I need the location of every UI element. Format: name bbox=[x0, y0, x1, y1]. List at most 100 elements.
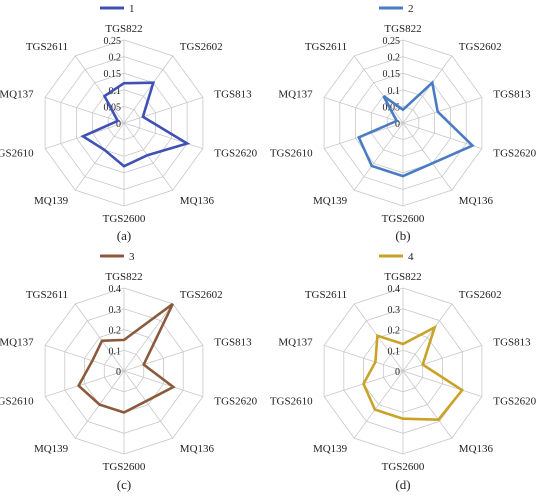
legend-label: 2 bbox=[408, 3, 414, 15]
axis-label-tgs2611: TGS2611 bbox=[26, 41, 68, 53]
r-tick-label: 0.25 bbox=[383, 36, 401, 47]
r-tick-label: 0 bbox=[116, 367, 121, 378]
axis-spoke bbox=[123, 97, 204, 124]
axis-label-tgs2611: TGS2611 bbox=[26, 289, 68, 301]
panel-label: (c) bbox=[117, 477, 131, 492]
r-tick-label: 0.4 bbox=[109, 284, 122, 295]
axis-label-mq139: MQ139 bbox=[313, 195, 348, 207]
axis-spoke bbox=[123, 370, 174, 439]
r-tick-label: 0.3 bbox=[388, 305, 401, 316]
panel-label: (a) bbox=[117, 228, 131, 243]
axis-spoke bbox=[402, 122, 453, 191]
axis-spoke bbox=[44, 97, 125, 124]
axis-label-mq139: MQ139 bbox=[313, 443, 348, 455]
r-tick-label: 0.2 bbox=[109, 326, 122, 337]
axis-spoke bbox=[402, 55, 453, 124]
axis-label-tgs2602: TGS2602 bbox=[459, 289, 502, 301]
r-tick-label: 0.4 bbox=[388, 284, 401, 295]
r-tick-label: 0.3 bbox=[109, 305, 122, 316]
axis-label-mq137: MQ137 bbox=[278, 337, 313, 349]
r-tick-label: 0.1 bbox=[109, 346, 122, 357]
panel-label: (b) bbox=[395, 228, 410, 243]
axis-label-tgs822: TGS822 bbox=[384, 23, 421, 35]
series-line-2 bbox=[357, 80, 475, 178]
axis-label-tgs2611: TGS2611 bbox=[305, 41, 347, 53]
axis-label-mq136: MQ136 bbox=[180, 195, 215, 207]
axis-spoke bbox=[123, 122, 174, 191]
axis-label-tgs813: TGS813 bbox=[493, 89, 531, 101]
axis-label-mq137: MQ137 bbox=[0, 89, 34, 101]
axis-spoke bbox=[74, 303, 125, 372]
axis-label-tgs822: TGS822 bbox=[105, 23, 142, 35]
axis-spoke bbox=[402, 370, 483, 397]
r-tick-label: 0 bbox=[395, 119, 400, 130]
radar-panel-3: TGS822 TGS2602 TGS813 TGS2620 MQ136 TGS2600 MQ… bbox=[0, 251, 258, 492]
axis-label-mq136: MQ136 bbox=[459, 195, 494, 207]
series-line-3 bbox=[76, 302, 176, 414]
series-line-4 bbox=[362, 324, 465, 422]
axis-spoke bbox=[353, 55, 404, 124]
r-tick-label: 0.15 bbox=[383, 69, 401, 80]
legend-label: 4 bbox=[408, 251, 414, 263]
axis-label-tgs822: TGS822 bbox=[384, 271, 421, 283]
radar-panel-2: TGS822 TGS2602 TGS813 TGS2620 MQ136 TGS2600 MQ… bbox=[270, 3, 537, 243]
r-tick-label: 0.1 bbox=[109, 86, 122, 97]
axis-label-tgs2611: TGS2611 bbox=[305, 289, 347, 301]
axis-label-tgs822: TGS822 bbox=[105, 271, 142, 283]
radar-panel-4: TGS822 TGS2602 TGS813 TGS2620 MQ136 TGS2600 MQ… bbox=[270, 251, 537, 492]
series-line-1 bbox=[80, 81, 191, 168]
r-tick-label: 0.2 bbox=[109, 53, 122, 64]
axis-label-mq139: MQ139 bbox=[34, 195, 69, 207]
axis-label-mq136: MQ136 bbox=[459, 443, 494, 455]
axis-label-tgs2620: TGS2620 bbox=[214, 395, 257, 407]
axis-label-tgs813: TGS813 bbox=[493, 337, 531, 349]
axis-spoke bbox=[123, 122, 204, 149]
axis-spoke bbox=[123, 345, 204, 372]
legend-label: 3 bbox=[129, 251, 135, 263]
axis-label-mq139: MQ139 bbox=[34, 443, 69, 455]
axis-spoke bbox=[44, 345, 125, 372]
axis-label-tgs2610: TGS2610 bbox=[270, 395, 313, 407]
axis-label-tgs2602: TGS2602 bbox=[180, 289, 223, 301]
axis-spoke bbox=[402, 303, 453, 372]
r-tick-label: 0.2 bbox=[388, 326, 401, 337]
axis-label-mq137: MQ137 bbox=[0, 337, 34, 349]
r-tick-label: 0.25 bbox=[104, 36, 122, 47]
axis-spoke bbox=[123, 55, 174, 124]
axis-spoke bbox=[123, 370, 204, 397]
r-tick-label: 0.1 bbox=[388, 346, 401, 357]
axis-label-tgs2610: TGS2610 bbox=[0, 147, 34, 159]
r-tick-label: 0 bbox=[116, 119, 121, 130]
r-tick-label: 0.1 bbox=[388, 86, 401, 97]
radar-panel-1: TGS822 TGS2602 TGS813 TGS2620 MQ136 TGS2600 MQ… bbox=[0, 3, 258, 243]
axis-spoke bbox=[402, 122, 483, 149]
axis-label-mq137: MQ137 bbox=[278, 89, 313, 101]
axis-label-tgs2610: TGS2610 bbox=[270, 147, 313, 159]
axis-label-tgs2620: TGS2620 bbox=[493, 147, 536, 159]
axis-spoke bbox=[323, 97, 404, 124]
axis-spoke bbox=[44, 370, 125, 397]
axis-label-tgs2600: TGS2600 bbox=[382, 461, 425, 473]
axis-label-tgs2610: TGS2610 bbox=[0, 395, 34, 407]
axis-label-tgs813: TGS813 bbox=[214, 337, 252, 349]
legend-label: 1 bbox=[129, 3, 135, 15]
axis-label-tgs2600: TGS2600 bbox=[103, 213, 146, 225]
axis-label-mq136: MQ136 bbox=[180, 443, 215, 455]
r-tick-label: 0.2 bbox=[388, 53, 401, 64]
axis-label-tgs2620: TGS2620 bbox=[493, 395, 536, 407]
axis-label-tgs2600: TGS2600 bbox=[382, 213, 425, 225]
axis-label-tgs2602: TGS2602 bbox=[180, 41, 223, 53]
axis-spoke bbox=[323, 345, 404, 372]
axis-spoke bbox=[402, 97, 483, 124]
axis-label-tgs2620: TGS2620 bbox=[214, 147, 257, 159]
axis-label-tgs813: TGS813 bbox=[214, 89, 252, 101]
axis-spoke bbox=[353, 370, 404, 439]
axis-spoke bbox=[402, 370, 453, 439]
panel-label: (d) bbox=[395, 477, 410, 492]
r-tick-label: 0.15 bbox=[104, 69, 122, 80]
axis-spoke bbox=[123, 303, 174, 372]
axis-label-tgs2602: TGS2602 bbox=[459, 41, 502, 53]
axis-spoke bbox=[353, 122, 404, 191]
axis-label-tgs2600: TGS2600 bbox=[103, 461, 146, 473]
